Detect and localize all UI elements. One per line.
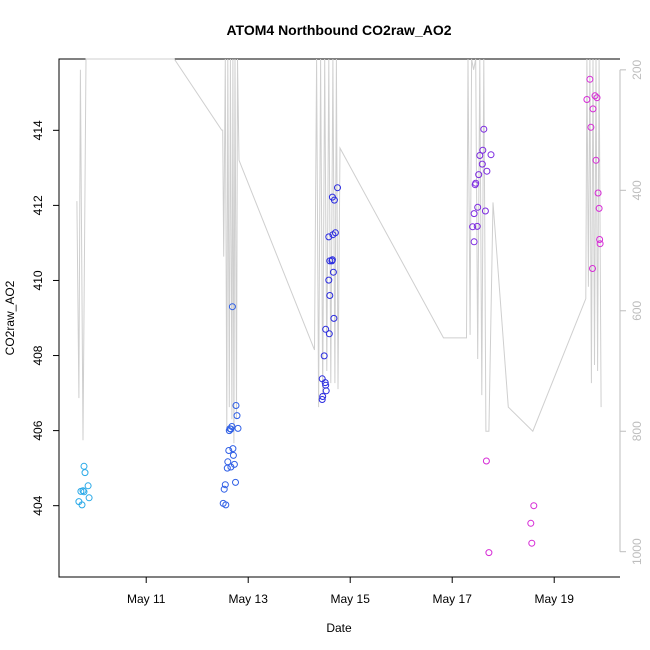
x-tick-label-3: May 17 bbox=[433, 592, 473, 606]
data-point-s0-5 bbox=[81, 469, 89, 477]
data-point-s4-15 bbox=[596, 240, 604, 248]
x-tick-label-1: May 13 bbox=[229, 592, 269, 606]
x-tick-label-0: May 11 bbox=[127, 592, 166, 606]
data-point-s0-4 bbox=[80, 488, 88, 496]
data-point-s4-7 bbox=[587, 123, 595, 131]
data-point-s4-5 bbox=[583, 96, 591, 103]
data-point-s2-9 bbox=[326, 292, 334, 299]
y-tick-label-4: 412 bbox=[31, 195, 45, 215]
data-point-s4-2 bbox=[527, 519, 535, 527]
data-point-s3-1 bbox=[470, 238, 478, 246]
data-point-s4-10 bbox=[592, 156, 600, 164]
y-tick-label-3: 410 bbox=[31, 270, 45, 290]
data-point-s0-6 bbox=[80, 462, 88, 470]
data-point-s3-2 bbox=[470, 210, 478, 218]
data-point-s1-10 bbox=[228, 423, 236, 430]
data-point-s1-16 bbox=[233, 412, 241, 420]
data-point-s1-15 bbox=[232, 402, 240, 409]
data-point-s1-6 bbox=[225, 447, 233, 454]
data-point-s2-8 bbox=[325, 330, 333, 338]
data-point-s2-6 bbox=[320, 352, 328, 360]
data-point-s4-12 bbox=[593, 94, 601, 102]
data-point-s4-1 bbox=[485, 549, 493, 557]
data-point-s3-14 bbox=[473, 222, 481, 230]
data-point-s3-10 bbox=[480, 125, 488, 133]
y-axis-left: 404 406 408 410 412 414 bbox=[31, 120, 59, 516]
data-point-s3-9 bbox=[479, 146, 487, 154]
data-point-s4-4 bbox=[530, 502, 538, 510]
x-tick-label-4: May 19 bbox=[535, 592, 575, 606]
co2-line-layer bbox=[76, 58, 602, 444]
data-point-s2-21 bbox=[331, 229, 339, 237]
data-point-s3-11 bbox=[481, 207, 489, 215]
plot-frame bbox=[58, 58, 620, 578]
data-point-s2-0 bbox=[318, 396, 326, 403]
y-tick-label-5: 414 bbox=[31, 120, 45, 140]
data-point-s3-5 bbox=[474, 203, 482, 211]
data-point-s2-5 bbox=[322, 387, 330, 395]
y-axis-right: 200 400 600 800 1000 bbox=[619, 60, 644, 565]
data-point-s0-7 bbox=[84, 482, 92, 490]
plot-border bbox=[58, 58, 620, 578]
data-point-s1-14 bbox=[232, 478, 239, 486]
data-point-s2-10 bbox=[325, 276, 333, 284]
y-tick-label-2: 408 bbox=[31, 345, 45, 365]
data-point-s4-8 bbox=[589, 105, 597, 113]
data-point-s4-3 bbox=[528, 539, 536, 547]
data-point-s2-3 bbox=[321, 379, 329, 387]
data-point-s3-0 bbox=[469, 223, 477, 231]
data-point-s1-5 bbox=[224, 458, 232, 466]
data-point-s1-12 bbox=[229, 451, 237, 459]
data-point-s4-13 bbox=[595, 204, 603, 212]
data-point-s4-9 bbox=[591, 92, 599, 100]
data-point-s1-3 bbox=[221, 481, 229, 489]
y-tick-label-0: 404 bbox=[31, 495, 45, 515]
data-point-s1-11 bbox=[229, 445, 237, 453]
y-tick-label-1: 406 bbox=[31, 420, 45, 440]
data-point-s2-19 bbox=[330, 196, 338, 204]
y2-tick-label-1: 400 bbox=[630, 180, 644, 200]
data-point-s0-2 bbox=[78, 501, 86, 509]
co2-line bbox=[76, 58, 602, 444]
data-point-s3-4 bbox=[472, 179, 480, 187]
data-point-s2-16 bbox=[329, 268, 337, 276]
y2-tick-label-0: 200 bbox=[630, 60, 644, 80]
data-point-s1-1 bbox=[220, 485, 228, 493]
x-tick-label-2: May 15 bbox=[331, 592, 371, 606]
data-point-s2-15 bbox=[328, 256, 336, 264]
data-point-s4-14 bbox=[596, 236, 604, 243]
x-axis-label: Date bbox=[326, 621, 352, 635]
data-point-s3-13 bbox=[487, 151, 495, 159]
y-axis-label: CO2raw_AO2 bbox=[3, 280, 17, 355]
data-point-s1-4 bbox=[223, 464, 231, 472]
co2-point-layer bbox=[75, 75, 604, 557]
data-point-s2-12 bbox=[325, 233, 333, 241]
data-point-s2-7 bbox=[322, 325, 330, 333]
data-point-s0-3 bbox=[79, 487, 87, 495]
data-point-s2-20 bbox=[334, 184, 341, 192]
data-point-s3-7 bbox=[476, 152, 484, 159]
data-point-s2-1 bbox=[319, 393, 327, 400]
data-point-s2-17 bbox=[330, 314, 338, 322]
chart-title: ATOM4 Northbound CO2raw_AO2 bbox=[226, 22, 451, 38]
data-point-s3-8 bbox=[478, 160, 486, 168]
data-point-s3-6 bbox=[475, 171, 483, 179]
data-point-s0-8 bbox=[85, 494, 93, 502]
y2-tick-label-4: 1000 bbox=[630, 538, 644, 565]
data-point-s1-2 bbox=[222, 501, 230, 509]
x-axis: May 11 May 13 May 15 May 17 May 19 bbox=[127, 577, 574, 606]
data-point-s4-0 bbox=[482, 457, 490, 465]
data-point-s4-6 bbox=[586, 75, 594, 83]
data-point-s4-11 bbox=[594, 189, 602, 197]
data-point-s3-12 bbox=[483, 167, 491, 175]
data-point-s1-17 bbox=[234, 424, 242, 432]
y2-tick-label-3: 800 bbox=[630, 421, 644, 441]
data-point-s4-16 bbox=[589, 265, 596, 272]
y2-tick-label-2: 600 bbox=[630, 300, 644, 320]
data-point-s1-19 bbox=[227, 463, 235, 471]
data-point-s1-18 bbox=[228, 303, 236, 311]
